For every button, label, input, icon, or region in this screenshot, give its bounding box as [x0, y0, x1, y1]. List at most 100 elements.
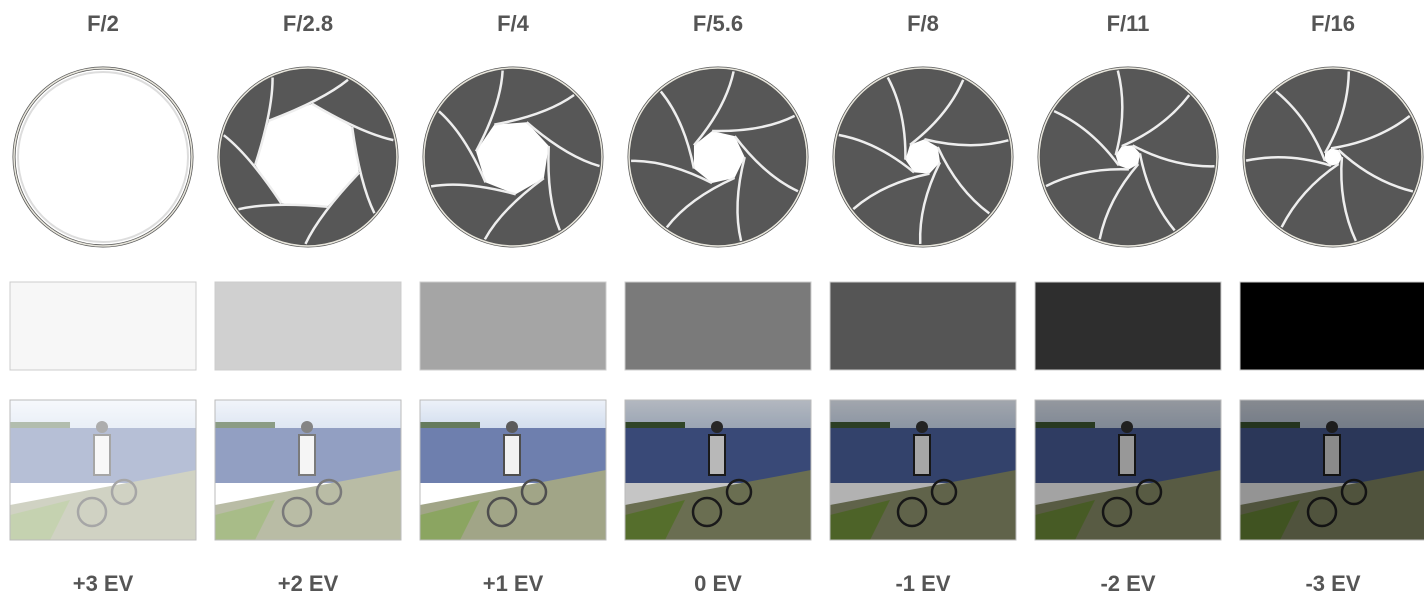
photo-far-bank: [625, 422, 685, 428]
aperture-rim: [218, 67, 398, 247]
photo-far-bank: [420, 422, 480, 428]
photo-wheel: [1306, 496, 1338, 528]
blade-edge: [693, 71, 735, 147]
column: F/2.8 +2 EV: [214, 11, 402, 596]
aperture-opening: [25, 72, 190, 242]
column: F/5.6 0 EV: [624, 11, 812, 596]
photo-exposure: [625, 400, 811, 540]
blade-edge: [886, 76, 907, 160]
photo-exposure: [1035, 400, 1221, 540]
blade-edge: [1132, 144, 1215, 168]
column: F/4 +1 EV: [419, 11, 607, 596]
exposure-label: +1 EV: [483, 571, 544, 596]
tone-swatch: [829, 281, 1017, 371]
blade-edge: [1323, 71, 1351, 154]
photo-head: [506, 421, 518, 433]
blade-edge: [525, 121, 600, 168]
column: F/8 -1 EV: [829, 11, 1017, 596]
aperture-rim: [423, 67, 603, 247]
aperture-label: F/5.6: [693, 11, 743, 36]
photo: [214, 399, 402, 541]
blade-edge: [223, 134, 283, 204]
photo-wheel: [896, 496, 928, 528]
photo-exposure: [10, 400, 196, 540]
photo-wheel: [725, 478, 753, 506]
photo: [829, 399, 1017, 541]
blade-edge: [733, 135, 799, 193]
blade-edge: [547, 145, 561, 231]
photo-grass: [1240, 500, 1300, 540]
blade-edge: [1340, 156, 1358, 242]
photo-wheel: [1101, 496, 1133, 528]
tone-swatch: [214, 281, 402, 371]
photo-far-bank: [215, 422, 275, 428]
photo-head: [711, 421, 723, 433]
photo-frame: [9, 399, 197, 541]
aperture-icon: [12, 66, 194, 248]
aperture-label: F/16: [1311, 11, 1355, 36]
blade-edge: [936, 146, 991, 215]
photo-wheel: [1340, 478, 1368, 506]
photo-wheel: [1135, 478, 1163, 506]
photo: [1034, 399, 1222, 541]
aperture-label: F/2.8: [283, 11, 333, 36]
photo-frame: [1034, 399, 1222, 541]
tone-swatch: [1034, 281, 1222, 371]
photo-grass: [1035, 500, 1095, 540]
aperture-rim: [1038, 67, 1218, 247]
aperture-icon: [1037, 66, 1219, 248]
blade-edge: [483, 177, 545, 240]
blade-edge: [1045, 168, 1129, 188]
blade-edge: [430, 183, 517, 196]
blade-edge: [311, 102, 394, 142]
photo-exposure: [215, 400, 401, 540]
blade-edge: [1280, 162, 1340, 228]
blade-edge: [1275, 90, 1327, 162]
photo-head: [1326, 421, 1338, 433]
blade-edge: [1121, 94, 1191, 148]
aperture-label: F/8: [907, 11, 939, 36]
blade-edge: [238, 203, 328, 211]
aperture-opening: [1324, 148, 1342, 166]
aperture-label: F/2: [87, 11, 119, 36]
photo-head: [301, 421, 313, 433]
blade-edge: [918, 161, 942, 245]
photo-wheel: [315, 478, 343, 506]
photo-grass: [830, 500, 890, 540]
blade-edge: [1337, 149, 1414, 193]
aperture-icon: [627, 66, 809, 248]
photo-exposure: [1240, 400, 1424, 540]
blade-edge: [1245, 156, 1332, 167]
aperture-label: F/4: [497, 11, 530, 36]
exposure-label: -2 EV: [1100, 571, 1155, 596]
aperture-rim: [1243, 67, 1423, 247]
blade-edge: [474, 70, 504, 152]
photo-far-bank: [1240, 422, 1300, 428]
exposure-label: +2 EV: [278, 571, 339, 596]
exposure-label: -1 EV: [895, 571, 950, 596]
photo-wheel: [691, 496, 723, 528]
blade-edge: [1114, 70, 1124, 156]
photo-wheel: [281, 496, 313, 528]
blade-edge: [852, 172, 930, 211]
photo-rider: [708, 434, 726, 476]
tone-swatch: [419, 281, 607, 371]
aperture-icon: [832, 66, 1014, 248]
aperture-opening: [693, 130, 745, 184]
photo-wheel: [520, 478, 548, 506]
photo-grass: [625, 500, 685, 540]
tone-swatch: [9, 281, 197, 371]
photo-rider: [298, 434, 316, 476]
photo-exposure: [830, 400, 1016, 540]
exposure-label: 0 EV: [694, 571, 742, 596]
photo-frame: [829, 399, 1017, 541]
photo-rider: [1118, 434, 1136, 476]
photo: [9, 399, 197, 541]
photo-frame: [1239, 399, 1424, 541]
photo-grass: [215, 500, 275, 540]
aperture-rim: [833, 67, 1013, 247]
column: F/11 -2 EV: [1034, 11, 1222, 596]
aperture-label: F/11: [1107, 11, 1150, 36]
aperture-ring: [17, 71, 189, 243]
